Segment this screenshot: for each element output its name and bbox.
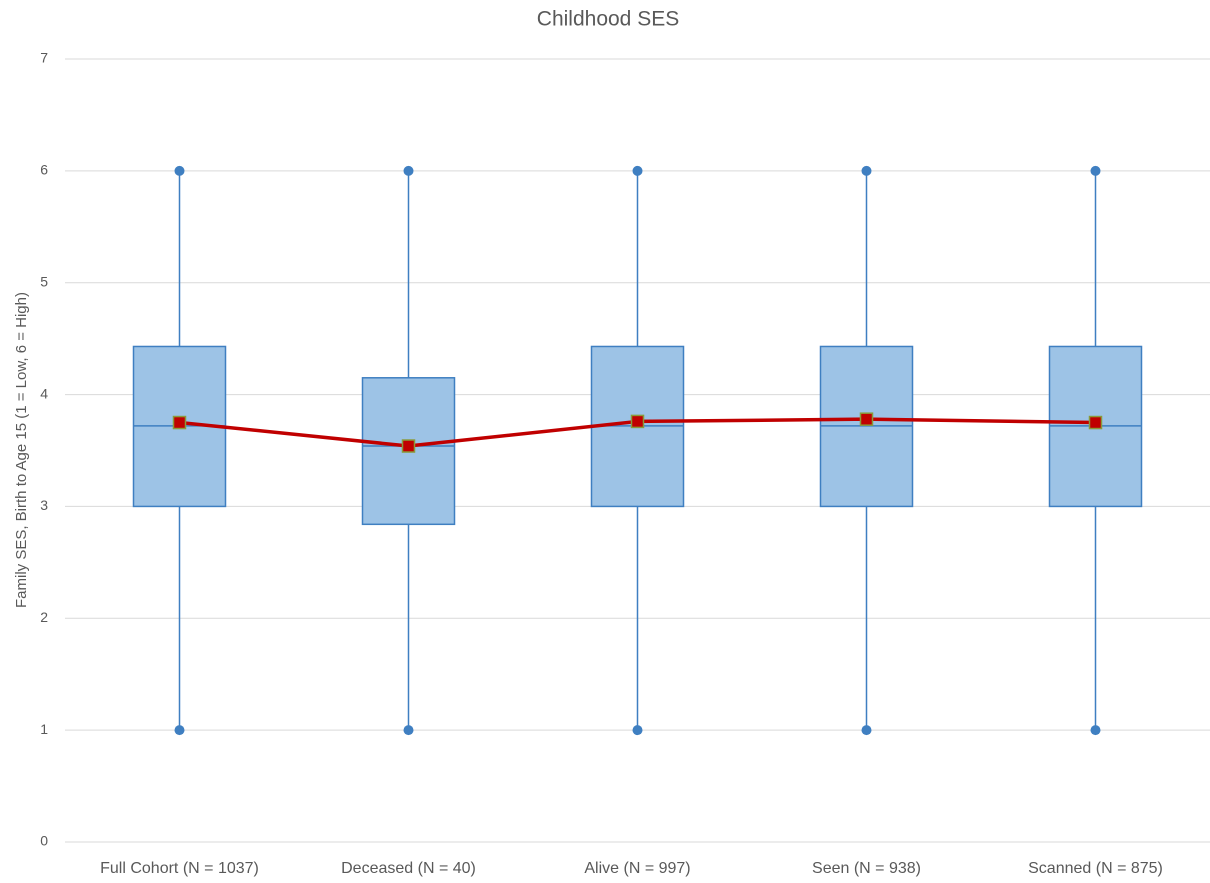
mean-marker <box>1088 415 1103 430</box>
mean-marker <box>859 412 874 426</box>
x-tick-label: Seen (N = 938) <box>812 860 921 877</box>
chart-title: Childhood SES <box>537 8 679 31</box>
y-tick-label: 3 <box>40 497 48 513</box>
min-point <box>403 725 414 736</box>
y-tick-label: 1 <box>40 721 48 737</box>
x-tick-label: Deceased (N = 40) <box>341 860 476 877</box>
y-tick-label: 2 <box>40 609 48 625</box>
x-tick-label: Scanned (N = 875) <box>1028 860 1163 877</box>
y-tick-label: 4 <box>40 385 48 401</box>
min-point <box>861 725 872 736</box>
max-point <box>174 165 185 176</box>
y-axis-label: Family SES, Birth to Age 15 (1 = Low, 6 … <box>13 292 30 608</box>
max-point <box>861 165 872 176</box>
max-point <box>403 165 414 176</box>
x-tick-label: Alive (N = 997) <box>584 860 690 877</box>
y-tick-label: 6 <box>40 162 48 178</box>
y-tick-label: 0 <box>40 833 48 849</box>
mean-marker <box>630 414 645 429</box>
max-point <box>632 165 643 176</box>
mean-marker <box>172 415 187 430</box>
max-point <box>1090 165 1101 176</box>
x-tick-label: Full Cohort (N = 1037) <box>100 860 259 877</box>
min-point <box>174 725 185 736</box>
min-point <box>1090 725 1101 736</box>
mean-marker <box>401 439 416 453</box>
y-tick-label: 7 <box>40 50 48 66</box>
y-tick-label: 5 <box>40 273 48 289</box>
min-point <box>632 725 643 736</box>
